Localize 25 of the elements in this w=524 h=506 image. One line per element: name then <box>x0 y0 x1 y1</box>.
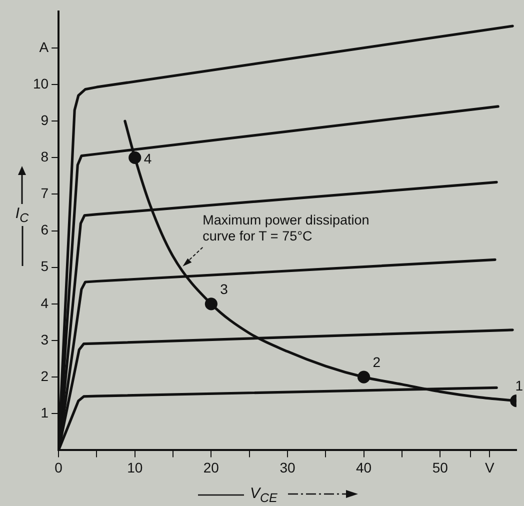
y-tick-label: 6 <box>40 222 49 238</box>
annotation: Maximum power dissipation curve for T = 75°C <box>202 212 370 244</box>
y-tick-label: 9 <box>40 112 49 128</box>
x-tick-label: 50 <box>432 459 448 476</box>
x-tick-label: V <box>485 459 496 476</box>
y-tick-label: A <box>39 38 50 55</box>
y-tick-label: 5 <box>40 258 49 274</box>
x-tick-label: 0 <box>54 459 63 476</box>
y-tick-label: 8 <box>40 148 49 165</box>
x-tick-label: 40 <box>356 459 372 476</box>
y-axis-title: I$_{C}$ <box>14 205 30 225</box>
annotation: 3 <box>220 280 228 297</box>
annotation: 2 <box>372 354 381 370</box>
x-tick-label: 20 <box>203 459 220 476</box>
y-tick-label: 10 <box>32 75 49 92</box>
annotation: 4 <box>144 150 152 167</box>
x-tick-label: 10 <box>127 459 143 476</box>
x-tick-label: 30 <box>280 459 296 476</box>
y-tick-label: 2 <box>40 368 49 384</box>
y-tick-label: 4 <box>40 294 49 311</box>
x-axis-title: V$_{CE}$ <box>250 485 278 505</box>
y-tick-label: 3 <box>40 331 49 348</box>
y-tick-label: 7 <box>40 185 49 202</box>
y-tick-label: 1 <box>40 404 49 420</box>
annotation: 1 <box>515 378 524 394</box>
